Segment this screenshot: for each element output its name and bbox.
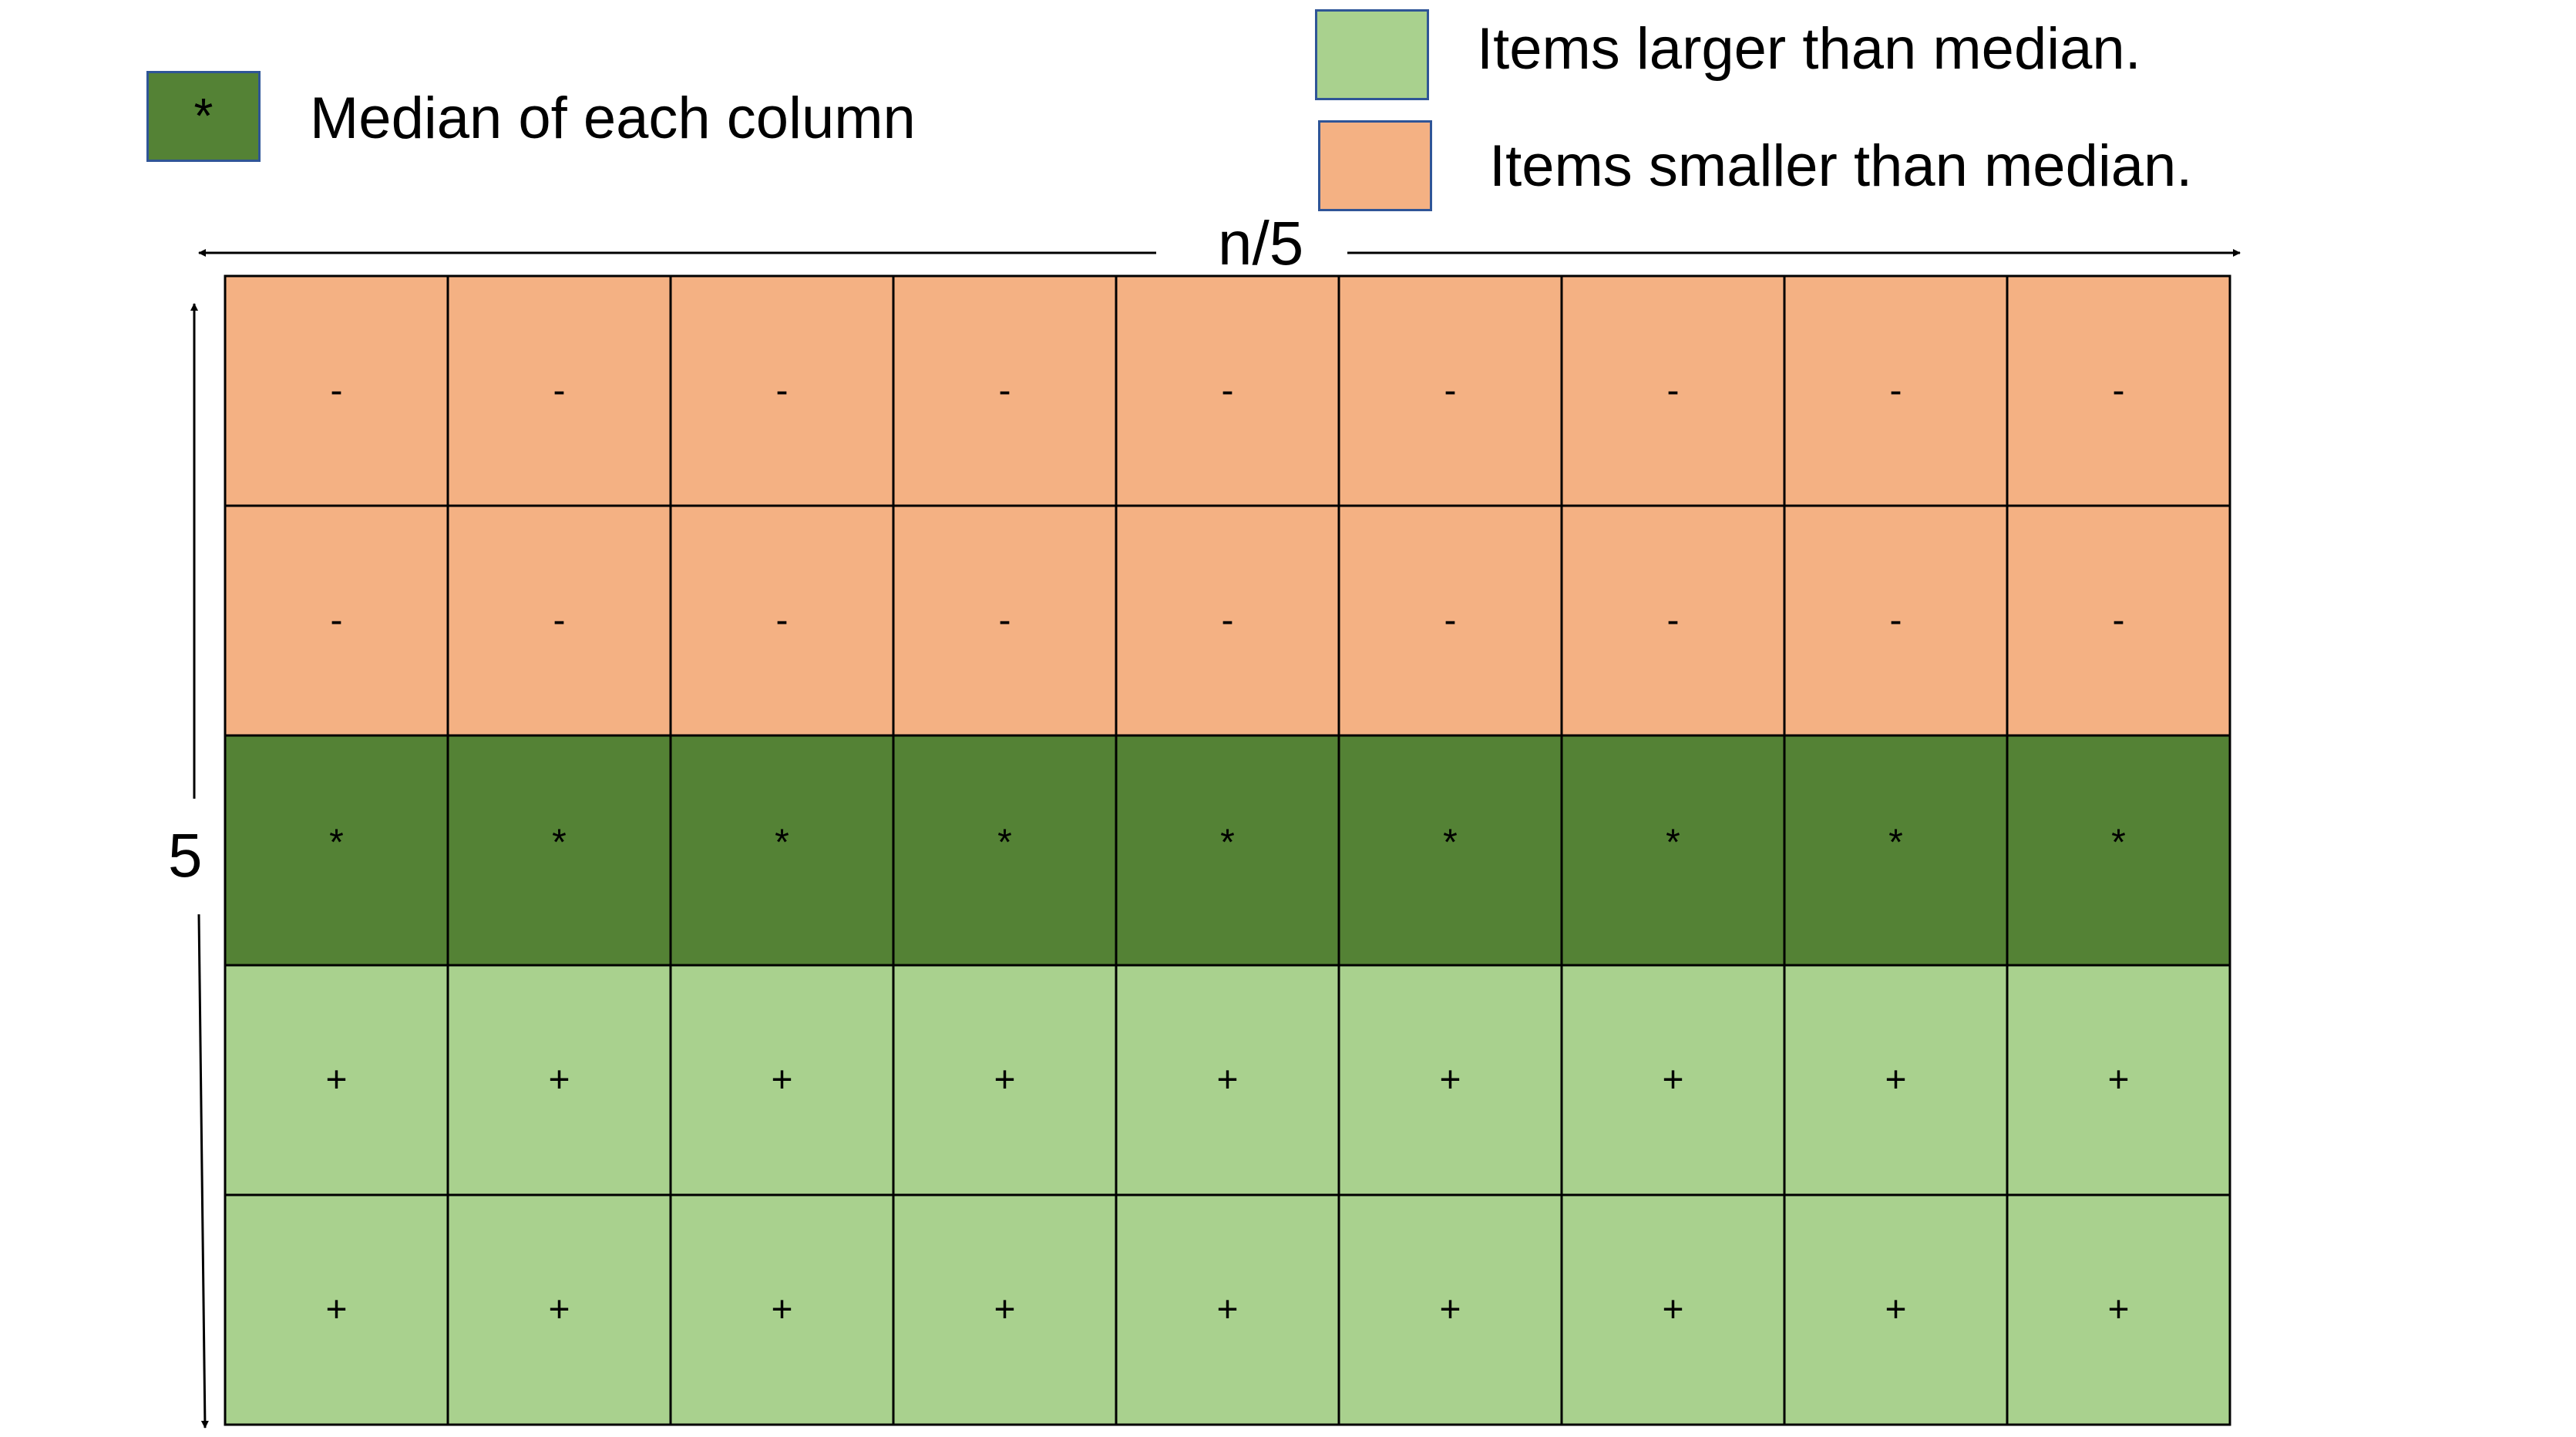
grid-cell-smaller bbox=[446, 504, 672, 737]
grid-cell-larger bbox=[1115, 1193, 1340, 1426]
grid-cell-symbol: * bbox=[1443, 823, 1458, 863]
grid-cell-smaller bbox=[224, 274, 449, 507]
grid-cell-symbol: - bbox=[331, 601, 343, 641]
grid-cell-median bbox=[1115, 734, 1340, 967]
grid-cell-larger bbox=[446, 1193, 672, 1426]
height-arrow-bottom bbox=[197, 914, 209, 1429]
grid-cell-smaller bbox=[892, 504, 1118, 737]
grid-cell-symbol: * bbox=[552, 823, 567, 863]
grid-cell-symbol: - bbox=[2113, 601, 2125, 641]
grid-cell-symbol: - bbox=[1444, 371, 1457, 412]
legend-larger-swatch bbox=[1315, 9, 1429, 100]
grid-cell-smaller bbox=[1337, 504, 1563, 737]
grid-cell-larger bbox=[1337, 964, 1563, 1196]
grid-cell-larger bbox=[2006, 1193, 2231, 1426]
grid-cell-larger bbox=[1337, 1193, 1563, 1426]
legend-larger-label: Items larger than median. bbox=[1477, 16, 2141, 82]
grid-cell-larger bbox=[669, 964, 895, 1196]
grid-cell-symbol: * bbox=[1888, 823, 1903, 863]
grid-cell-smaller bbox=[1115, 504, 1340, 737]
grid-cell-symbol: - bbox=[1890, 371, 1902, 412]
grid-cell-larger bbox=[669, 1193, 895, 1426]
grid-cell-median bbox=[1337, 734, 1563, 967]
grid-cell-symbol: * bbox=[1666, 823, 1680, 863]
legend-smaller-label: Items smaller than median. bbox=[1489, 133, 2193, 199]
grid-cell-smaller bbox=[446, 274, 672, 507]
grid-cell-smaller bbox=[2006, 274, 2231, 507]
grid-cell-median bbox=[2006, 734, 2231, 967]
grid-cell-symbol: + bbox=[1439, 1290, 1461, 1331]
grid-cell-symbol: + bbox=[2107, 1290, 2129, 1331]
grid-cell-smaller bbox=[1560, 274, 1786, 507]
grid-cell-symbol: - bbox=[1222, 371, 1234, 412]
grid-cell-symbol: - bbox=[776, 601, 789, 641]
width-dimension-label: n/5 bbox=[1218, 209, 1304, 278]
grid-cell-symbol: + bbox=[1885, 1060, 1906, 1101]
grid-cell-smaller bbox=[224, 504, 449, 737]
grid-cell-median bbox=[1783, 734, 2009, 967]
grid-cell-symbol: + bbox=[1216, 1060, 1238, 1101]
grid-cell-larger bbox=[892, 1193, 1118, 1426]
grid-cell-symbol: + bbox=[994, 1290, 1015, 1331]
grid-cell-symbol: + bbox=[1216, 1290, 1238, 1331]
grid-cell-symbol: * bbox=[997, 823, 1012, 863]
grid-cell-symbol: + bbox=[548, 1290, 570, 1331]
grid-cell-symbol: - bbox=[1444, 601, 1457, 641]
grid-cell-symbol: - bbox=[999, 601, 1011, 641]
grid-cell-symbol: - bbox=[1667, 601, 1680, 641]
height-dimension-label: 5 bbox=[168, 821, 203, 890]
grid-cell-symbol: - bbox=[2113, 371, 2125, 412]
grid-cell-smaller bbox=[669, 504, 895, 737]
grid-cell-larger bbox=[1783, 1193, 2009, 1426]
grid-cell-larger bbox=[1560, 964, 1786, 1196]
grid-cell-symbol: + bbox=[771, 1290, 792, 1331]
grid-cell-symbol: + bbox=[2107, 1060, 2129, 1101]
grid-cell-symbol: + bbox=[325, 1290, 347, 1331]
grid-cell-median bbox=[669, 734, 895, 967]
grid-cell-symbol: * bbox=[775, 823, 789, 863]
grid-cell-symbol: + bbox=[1662, 1060, 1683, 1101]
grid-cell-symbol: - bbox=[999, 371, 1011, 412]
grid-cell-symbol: - bbox=[553, 371, 566, 412]
grid-cell-symbol: - bbox=[1890, 601, 1902, 641]
grid-cell-symbol: * bbox=[1220, 823, 1235, 863]
legend-median-symbol: * bbox=[193, 88, 214, 143]
grid-cell-median bbox=[1560, 734, 1786, 967]
grid-cell-smaller bbox=[1115, 274, 1340, 507]
grid-cell-smaller bbox=[2006, 504, 2231, 737]
grid-cell-symbol: - bbox=[553, 601, 566, 641]
grid-cell-symbol: - bbox=[1667, 371, 1680, 412]
grid-cell-symbol: + bbox=[1885, 1290, 1906, 1331]
legend-median-label: Median of each column bbox=[310, 86, 916, 151]
legend-median-swatch: * bbox=[146, 71, 261, 162]
grid-cell-smaller bbox=[1337, 274, 1563, 507]
grid-cell-larger bbox=[446, 964, 672, 1196]
grid-cell-larger bbox=[224, 1193, 449, 1426]
grid-cell-symbol: * bbox=[2111, 823, 2126, 863]
grid-cell-symbol: + bbox=[771, 1060, 792, 1101]
grid-cell-symbol: - bbox=[776, 371, 789, 412]
grid-cells: - - - - - - - - - - - - - - - - - - * * * * * * * * * + + + + + + + + + + + + +… bbox=[224, 274, 2231, 1426]
grid-cell-symbol: + bbox=[325, 1060, 347, 1101]
grid-cell-symbol: + bbox=[994, 1060, 1015, 1101]
grid-cell-symbol: + bbox=[548, 1060, 570, 1101]
grid-cell-median bbox=[224, 734, 449, 967]
grid-cell-symbol: - bbox=[1222, 601, 1234, 641]
grid-cell-symbol: + bbox=[1662, 1290, 1683, 1331]
grid-cell-symbol: * bbox=[329, 823, 344, 863]
grid-cell-smaller bbox=[669, 274, 895, 507]
grid-cell-symbol: + bbox=[1439, 1060, 1461, 1101]
grid-cell-symbol: - bbox=[331, 371, 343, 412]
grid-cell-larger bbox=[892, 964, 1118, 1196]
legend-smaller-swatch bbox=[1318, 120, 1432, 211]
